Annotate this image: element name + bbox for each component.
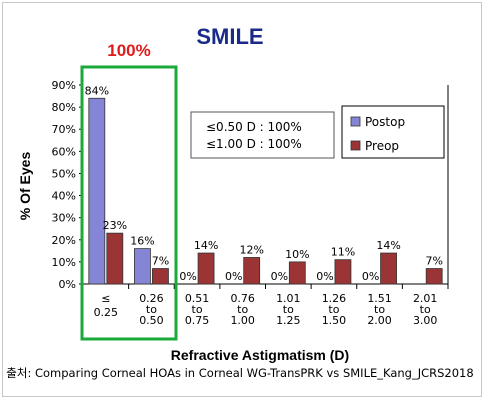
figure-frame <box>2 2 482 397</box>
x-tick-label: 0.26 <box>139 292 164 305</box>
highlight-box <box>80 65 178 341</box>
x-tick-label: 1.51 <box>367 292 392 305</box>
x-tick-label: 0.25 <box>94 306 119 319</box>
bar-preop <box>334 259 352 285</box>
x-tick-label: to <box>328 303 339 316</box>
y-tick-label: 0% <box>59 278 76 291</box>
bar-postop <box>134 248 151 285</box>
bar-postop <box>88 97 106 285</box>
x-tick-label: 0.76 <box>230 292 255 305</box>
chart-title: SMILE <box>196 24 263 49</box>
x-tick-label: 1.50 <box>322 314 347 327</box>
data-label-postop: 0% <box>316 270 333 283</box>
y-tick-label: 90% <box>52 79 76 92</box>
data-label-preop: 7% <box>152 255 169 268</box>
y-tick-label: 50% <box>52 167 76 180</box>
x-tick-label: 0.75 <box>185 314 210 327</box>
x-tick-label: 0.51 <box>185 292 210 305</box>
data-label-postop: 0% <box>179 270 196 283</box>
bar-preop <box>288 261 306 285</box>
y-tick-label: 60% <box>52 145 76 158</box>
data-label-postop: 84% <box>85 84 109 97</box>
x-tick-label: to <box>192 303 203 316</box>
x-tick-label: to <box>146 303 157 316</box>
data-label-preop: 14% <box>194 239 218 252</box>
data-label-postop: 0% <box>271 270 288 283</box>
y-tick-label: 30% <box>52 212 76 225</box>
annotation-text: ≤0.50 D : 100% <box>206 120 302 134</box>
x-tick-label: 0.50 <box>139 314 164 327</box>
data-label-preop: 11% <box>331 246 355 259</box>
y-tick-label: 20% <box>52 234 76 247</box>
data-label-postop: 0% <box>362 270 379 283</box>
y-tick-label: 70% <box>52 123 76 136</box>
legend-swatch-postop <box>350 116 361 127</box>
y-tick-label: 10% <box>52 256 76 269</box>
x-tick-label: 1.26 <box>322 292 347 305</box>
x-tick-label: 1.01 <box>276 292 301 305</box>
x-tick-label: to <box>283 303 294 316</box>
data-label-preop: 14% <box>376 239 400 252</box>
y-axis-title: % Of Eyes <box>17 152 33 221</box>
data-label-preop: 23% <box>103 219 127 232</box>
x-tick-label: ≤ <box>101 292 110 305</box>
bar-preop <box>106 232 124 285</box>
x-tick-label: 2.01 <box>413 292 438 305</box>
data-label-preop: 10% <box>285 248 309 261</box>
legend-label-preop: Preop <box>365 139 399 153</box>
x-tick-label: 1.25 <box>276 314 301 327</box>
bar-preop <box>243 257 261 285</box>
data-label-preop: 12% <box>239 243 263 256</box>
annotation-box <box>190 111 335 159</box>
annotation-text: ≤1.00 D : 100% <box>206 137 302 151</box>
x-tick-label: 1.00 <box>230 314 255 327</box>
highlight-label: 100% <box>107 41 150 60</box>
x-tick-label: 3.00 <box>413 314 438 327</box>
source-note: 출처: Comparing Corneal HOAs in Corneal WG… <box>6 366 473 380</box>
data-label-postop: 16% <box>130 235 154 248</box>
bar-preop <box>197 252 215 285</box>
legend-label-postop: Postop <box>365 115 405 129</box>
x-tick-label: to <box>237 303 248 316</box>
bar-preop <box>380 252 397 285</box>
x-axis-title: Refractive Astigmatism (D) <box>171 347 349 363</box>
data-label-preop: 7% <box>425 255 442 268</box>
y-tick-label: 80% <box>52 101 76 114</box>
bar-preop <box>425 268 443 285</box>
x-tick-label: 2.00 <box>367 314 392 327</box>
x-tick-label: to <box>420 303 431 316</box>
y-tick-label: 40% <box>52 190 76 203</box>
legend-swatch-preop <box>350 140 361 151</box>
x-tick-label: to <box>374 303 385 316</box>
bar-preop <box>152 268 169 285</box>
data-label-postop: 0% <box>225 270 242 283</box>
